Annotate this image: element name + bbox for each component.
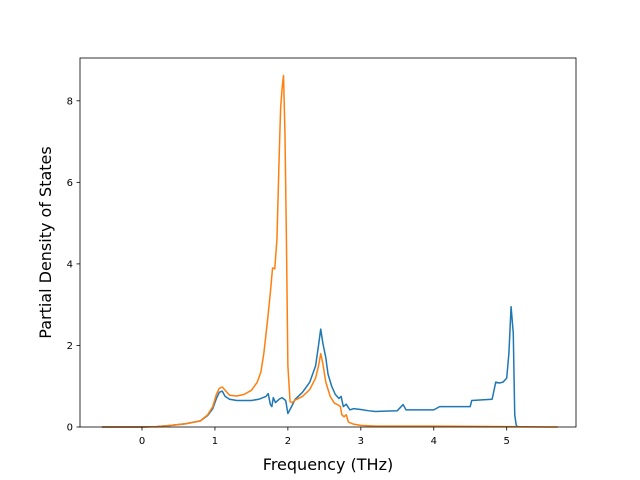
x-tick-label: 2 [285,436,291,447]
series-line-1 [101,305,519,428]
plot-frame [79,57,577,428]
y-axis-label: Partial Density of States [36,146,55,338]
y-tick-label: 8 [67,96,73,107]
x-axis-ticks: 0 1 2 3 4 5 [139,427,510,447]
series-line-2 [101,74,558,428]
x-tick-label: 1 [212,436,218,447]
plot-background [80,58,576,427]
series-layer [101,74,558,428]
y-tick-label: 0 [67,423,73,434]
x-tick-label: 3 [358,436,364,447]
y-axis-ticks: 0 2 4 6 8 [67,96,80,434]
y-tick-label: 2 [67,341,73,352]
y-tick-label: 6 [67,178,73,189]
y-tick-label: 4 [67,259,73,270]
x-tick-label: 0 [139,436,145,447]
x-axis-label: Frequency (THz) [263,455,393,474]
x-tick-label: 5 [504,436,510,447]
x-tick-label: 4 [431,436,437,447]
